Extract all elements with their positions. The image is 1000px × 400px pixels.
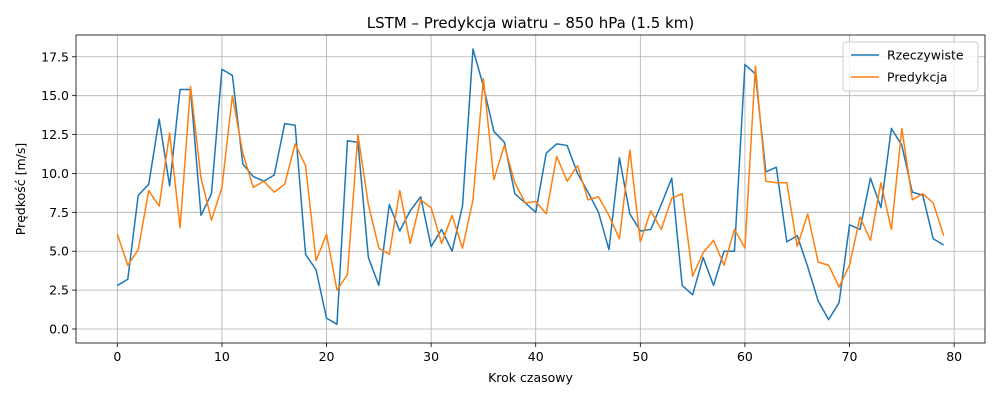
y-tick-label: 10.0: [41, 166, 69, 181]
x-tick-label: 20: [319, 349, 335, 364]
x-tick-label: 0: [113, 349, 121, 364]
y-tick-label: 12.5: [41, 127, 69, 142]
y-tick-label: 0.0: [49, 322, 69, 337]
legend-label: Predykcja: [887, 70, 947, 85]
legend: Rzeczywiste Predykcja: [842, 41, 979, 92]
x-tick-label: 80: [946, 349, 962, 364]
series-line-1: [116, 48, 945, 326]
series-lines: [116, 48, 945, 326]
y-tick-label: 7.5: [49, 205, 69, 220]
x-tick-label: 10: [214, 349, 230, 364]
axes-frame: [75, 34, 986, 344]
x-tick-label: 50: [632, 349, 648, 364]
y-tick-label: 15.0: [41, 88, 69, 103]
legend-label: Rzeczywiste: [887, 48, 964, 63]
series-line-2: [116, 65, 945, 291]
x-tick-label: 40: [528, 349, 544, 364]
y-tick-label: 5.0: [49, 244, 69, 259]
y-axis-label: Prędkość [m/s]: [13, 143, 28, 236]
x-axis-label: Krok czasowy: [488, 370, 573, 385]
y-tick-label: 2.5: [49, 283, 69, 298]
y-tick-label: 17.5: [41, 49, 69, 64]
x-tick-label: 60: [737, 349, 753, 364]
x-tick-label: 30: [423, 349, 439, 364]
ticks: 0 10 20 30 40 50 60 70 80 0.0 2.5 5.0 7.5 10.0 12.5 15.…: [41, 49, 962, 364]
chart-title: LSTM – Predykcja wiatru – 850 hPa (1.5 k…: [367, 14, 694, 32]
x-tick-label: 70: [842, 349, 858, 364]
